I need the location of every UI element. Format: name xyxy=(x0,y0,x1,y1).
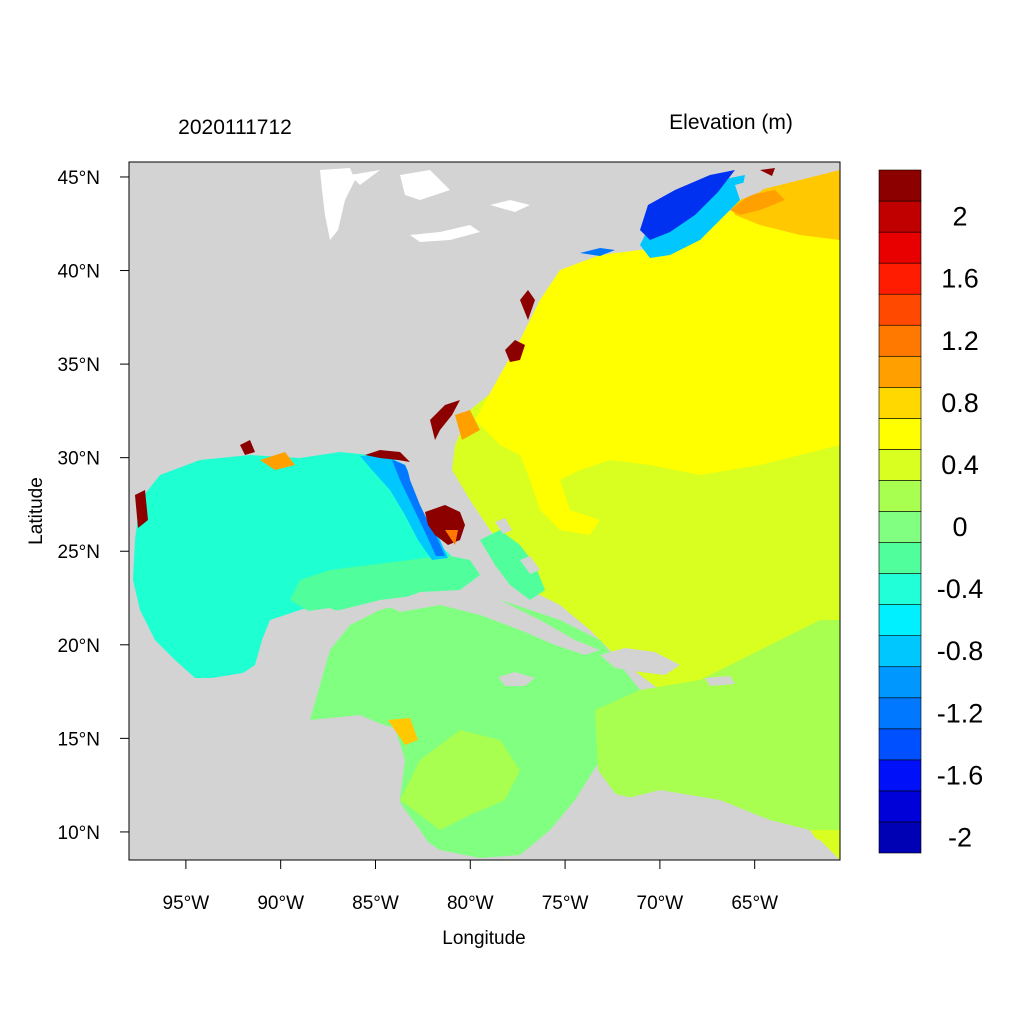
great-lakes xyxy=(320,168,530,242)
x-tick-label: 65°W xyxy=(731,893,778,914)
y-axis-label: Latitude xyxy=(26,477,47,545)
coastal-highlights xyxy=(260,410,480,745)
colorbar-swatch xyxy=(878,418,922,450)
colorbar-swatch xyxy=(878,790,922,823)
map-panel xyxy=(129,162,840,860)
y-tick-label: 45°N xyxy=(58,168,100,189)
colorbar-label: 1.6 xyxy=(941,264,979,294)
y-tick-label: 20°N xyxy=(58,636,100,657)
caribbean-east-field xyxy=(595,620,840,830)
y-tick-label: 30°N xyxy=(58,449,100,470)
nova-scotia-coast-field xyxy=(730,190,785,215)
colorbar-swatch xyxy=(878,511,922,543)
colorbar-label: 0.4 xyxy=(941,450,979,480)
colorbar-label: -0.8 xyxy=(937,636,984,666)
colorbar-swatch xyxy=(878,387,922,419)
colorbar-swatch xyxy=(878,542,922,574)
gulf-maine-inner-field xyxy=(640,170,735,240)
colorbar-swatch xyxy=(878,604,922,636)
colorbar-swatch xyxy=(878,759,922,792)
colorbar-label: -1.2 xyxy=(937,698,984,728)
long-island-sound-field xyxy=(580,248,615,256)
atlantic-north-field xyxy=(475,175,840,535)
y-tick-label: 35°N xyxy=(58,355,100,376)
colorbar-swatch xyxy=(878,324,922,357)
colorbar-swatch xyxy=(878,355,922,388)
colorbar-label: 0 xyxy=(952,512,967,542)
colorbar-swatch xyxy=(878,480,922,512)
colorbar-swatch xyxy=(878,635,922,668)
colorbar-swatch xyxy=(878,293,922,326)
y-tick-label: 15°N xyxy=(58,729,100,750)
y-tick-label: 40°N xyxy=(58,262,100,283)
land-masses xyxy=(129,178,840,860)
x-tick-label: 75°W xyxy=(542,893,589,914)
colorbar-swatch xyxy=(878,231,922,264)
gulf-loop-field xyxy=(290,555,480,612)
x-tick-label: 70°W xyxy=(637,893,684,914)
colorbar-labels: -2 -1.6 -1.2 -0.8 -0.4 0 0.4 0.8 1.2 1.6 2 xyxy=(937,202,984,853)
gulf-of-mexico-field xyxy=(133,452,455,678)
caribbean-field xyxy=(310,595,640,858)
west-florida-inner-field xyxy=(392,460,445,556)
colorbar-swatch xyxy=(878,697,922,730)
y-tick-label: 25°N xyxy=(58,542,100,563)
date-title: 2020111712 xyxy=(178,116,292,139)
x-tick-label: 85°W xyxy=(352,893,399,914)
colorbar-swatch xyxy=(878,449,922,481)
colorbar-swatch xyxy=(878,666,922,699)
colorbar-label: 2 xyxy=(952,202,967,232)
colorbar-label: 0.8 xyxy=(941,388,979,418)
x-tick-label: 90°W xyxy=(257,893,304,914)
x-tick-label: 95°W xyxy=(163,893,210,914)
colorbar-swatch xyxy=(878,169,922,202)
variable-title: Elevation (m) xyxy=(669,111,793,134)
colorbar-label: 1.2 xyxy=(941,326,979,356)
bahamas-bank-field xyxy=(480,530,545,600)
x-axis-label: Longitude xyxy=(442,928,525,949)
colorbar-swatch xyxy=(878,200,922,233)
colorbar-swatch xyxy=(878,728,922,761)
x-tick-label: 80°W xyxy=(447,893,494,914)
colorbar-swatch xyxy=(878,262,922,295)
colorbar-swatch xyxy=(878,573,922,605)
colorbar-label: -0.4 xyxy=(937,574,984,604)
colorbar xyxy=(878,169,922,854)
colombia-basin-field xyxy=(400,730,520,830)
colorbar-swatch xyxy=(878,821,922,854)
plot-frame xyxy=(128,161,841,861)
colorbar-label: -1.6 xyxy=(937,760,984,790)
y-tick-label: 10°N xyxy=(58,823,100,844)
x-axis: 95°W 90°W 85°W 80°W 75°W 70°W 65°W xyxy=(163,860,778,914)
y-axis: 45°N 40°N 35°N 30°N 25°N 20°N 15°N 10°N xyxy=(58,168,129,844)
colorbar-label: -2 xyxy=(948,822,972,852)
nova-scotia-shelf-field xyxy=(730,170,840,240)
